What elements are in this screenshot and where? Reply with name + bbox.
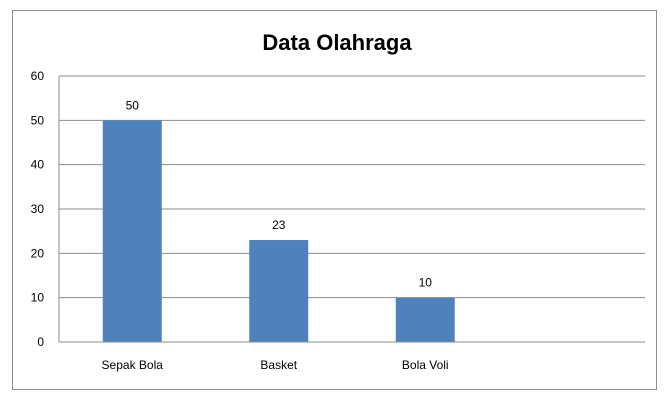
bars [102, 120, 455, 342]
y-tick-label: 40 [31, 158, 45, 172]
y-tick-label: 60 [31, 69, 45, 83]
bar [395, 297, 455, 342]
bar [249, 240, 309, 342]
x-axis-ticks: Sepak Bola Basket Bola Voli [102, 358, 449, 372]
y-axis-ticks: 0 10 20 30 40 50 60 [31, 69, 45, 349]
data-label: 23 [272, 218, 286, 232]
x-tick-label: Basket [260, 358, 297, 372]
y-tick-label: 20 [31, 246, 45, 260]
data-labels: 50 23 10 [126, 98, 433, 289]
data-label: 50 [126, 98, 140, 112]
y-tick-label: 0 [37, 335, 44, 349]
bar [102, 120, 162, 342]
x-tick-label: Bola Voli [402, 358, 449, 372]
x-tick-label: Sepak Bola [102, 358, 164, 372]
y-tick-label: 10 [31, 291, 45, 305]
chart-title: Data Olahraga [262, 30, 412, 55]
y-tick-label: 30 [31, 202, 45, 216]
axes [58, 76, 645, 343]
y-tick-label: 50 [31, 113, 45, 127]
data-label: 10 [419, 276, 433, 290]
